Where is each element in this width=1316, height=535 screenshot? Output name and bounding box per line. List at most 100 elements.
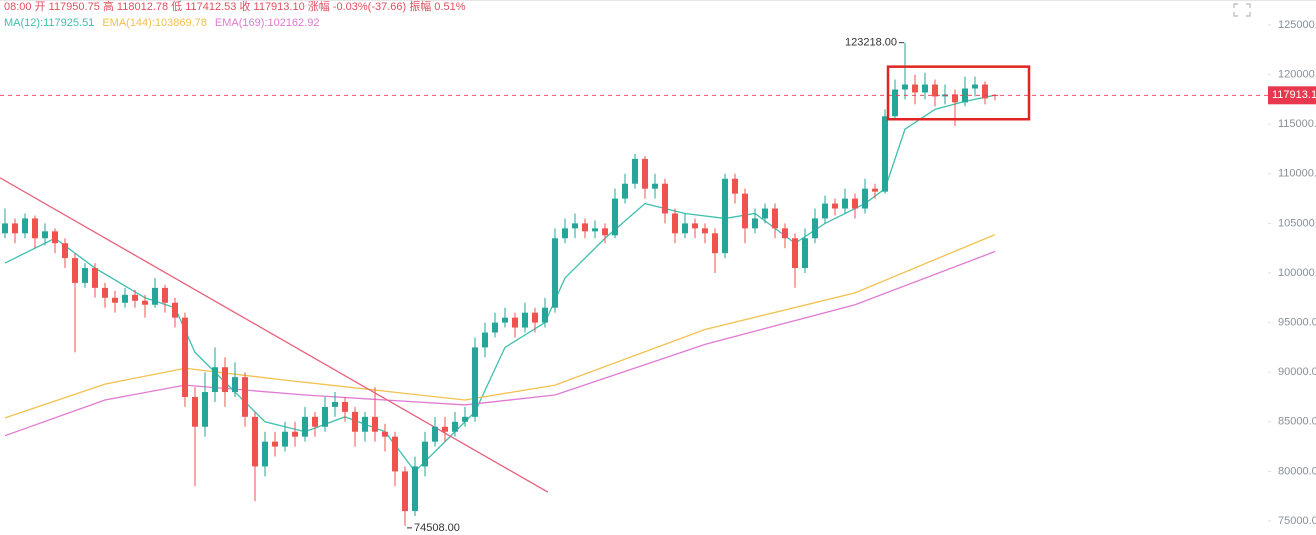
y-tick-label: 95000.00 [1278, 317, 1316, 329]
candle-body [442, 426, 448, 432]
legend-entry: EMA(169):102162.92 [215, 17, 320, 29]
candle-body [452, 421, 458, 432]
candle-body [932, 84, 938, 97]
candle-body [272, 441, 278, 447]
candle-body [82, 268, 88, 283]
candle-body [732, 178, 738, 194]
candle-body [832, 203, 838, 209]
expand-icon[interactable] [1233, 3, 1251, 17]
candle-body [562, 228, 568, 239]
candle-body [122, 294, 128, 303]
candle-body [742, 193, 748, 229]
candle-body [482, 332, 488, 348]
candle-body [902, 84, 908, 90]
candle-body [502, 317, 508, 323]
candle-body [642, 158, 648, 189]
ma-line [4, 94, 996, 473]
candle-body [112, 297, 118, 303]
candle-body [662, 183, 668, 214]
candle-body [552, 238, 558, 308]
candle-body [352, 411, 358, 432]
candles [2, 42, 998, 526]
candle-body [302, 416, 308, 437]
candle-body [652, 183, 658, 189]
last-price-tag [1268, 86, 1316, 105]
candle-body [382, 431, 388, 437]
candle-body [512, 317, 518, 328]
candle-body [592, 228, 598, 232]
candle-body [432, 426, 438, 442]
candle-body [772, 208, 778, 229]
candle-body [712, 233, 718, 254]
candle-body [692, 223, 698, 229]
candle-body [132, 294, 138, 301]
annotation-label: 123218.00 [845, 37, 897, 49]
candle-body [402, 471, 408, 512]
candle-body [862, 188, 868, 209]
candle-body [162, 287, 168, 303]
candle-body [672, 213, 678, 234]
y-tick-label: 100000.00 [1278, 267, 1316, 279]
candle-body [182, 317, 188, 397]
candle-body [852, 198, 858, 209]
candle-body [762, 208, 768, 219]
candle-body [782, 228, 788, 239]
candle-body [242, 377, 248, 417]
candle-body [282, 431, 288, 447]
y-tick-label: 120000.00 [1278, 69, 1316, 81]
y-tick-label: 105000.00 [1278, 217, 1316, 229]
candle-body [612, 198, 618, 236]
ma-line [4, 234, 996, 419]
y-tick-label: 110000.00 [1278, 168, 1316, 180]
candle-body [362, 416, 368, 432]
candle-body [622, 183, 628, 199]
candle-body [92, 268, 98, 288]
candle-body [292, 431, 298, 437]
candle-body [892, 89, 898, 117]
candle-body [912, 84, 918, 93]
candle-body [802, 238, 808, 269]
candle-body [842, 198, 848, 209]
candle-body [632, 158, 638, 184]
candle-body [962, 88, 968, 103]
candle-body [332, 401, 338, 407]
ohlc-header: 08:00 开 117950.75 高 118012.78 低 117412.5… [4, 0, 466, 13]
candle-body [32, 218, 38, 239]
candle-body [52, 231, 58, 244]
candle-body [152, 287, 158, 305]
candle-body [172, 302, 178, 318]
candle-body [252, 416, 258, 467]
candle-body [102, 287, 108, 298]
candle-body [42, 231, 48, 239]
candle-body [682, 223, 688, 234]
candle-body [752, 218, 758, 229]
candle-body [542, 307, 548, 323]
candle-body [532, 312, 538, 323]
candle-body [232, 377, 238, 393]
candle-body [982, 84, 988, 99]
last-price-label: 117913.10 [1272, 89, 1316, 101]
y-tick-label: 90000.00 [1278, 366, 1316, 378]
candle-body [702, 228, 708, 234]
ma-lines [4, 94, 996, 473]
highlight-box [886, 65, 1031, 121]
candle-body [722, 178, 728, 254]
y-tick-label: 85000.00 [1278, 416, 1316, 428]
candle-body [2, 223, 8, 234]
candle-body [792, 238, 798, 269]
candle-body [952, 94, 958, 103]
ma-line [4, 250, 996, 437]
candle-body [572, 223, 578, 229]
legend-entry: MA(12):117925.51 [4, 17, 94, 29]
candle-body [222, 367, 228, 393]
y-tick-label: 80000.00 [1278, 465, 1316, 477]
trend-line [0, 177, 549, 493]
annotation-label: 74508.00 [414, 522, 460, 534]
candle-body [882, 116, 888, 192]
candle-body [12, 223, 18, 234]
candle-body [462, 416, 468, 422]
candle-body [262, 441, 268, 467]
candle-body [72, 258, 78, 283]
